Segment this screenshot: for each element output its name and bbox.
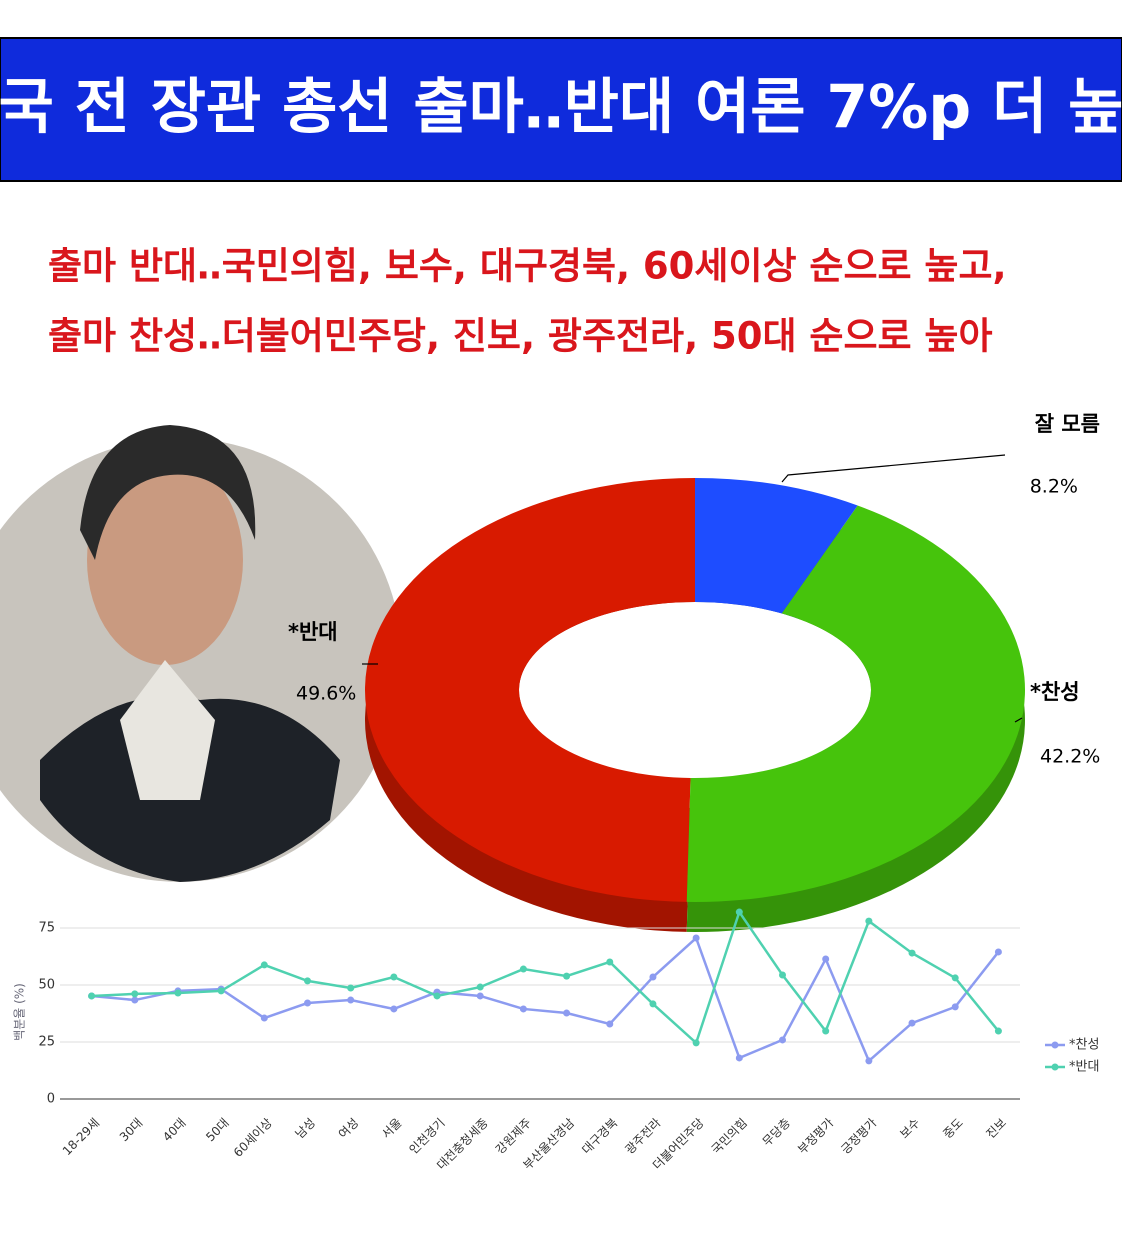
data-point xyxy=(692,934,700,942)
data-point xyxy=(131,996,139,1004)
data-point xyxy=(390,973,398,981)
data-point xyxy=(649,973,657,981)
data-point xyxy=(519,1005,527,1013)
data-point xyxy=(735,1054,743,1062)
leader-line xyxy=(781,454,1006,483)
data-point xyxy=(865,1057,873,1065)
data-point xyxy=(994,948,1002,956)
x-tick-label: 40대 xyxy=(160,1116,189,1145)
x-tick-label: 60세이상 xyxy=(231,1116,275,1160)
data-point xyxy=(951,1003,959,1011)
x-tick-label: 서울 xyxy=(379,1116,405,1142)
segment xyxy=(365,478,695,902)
x-tick-label: 남성 xyxy=(293,1116,319,1142)
data-point xyxy=(88,992,96,1000)
data-point xyxy=(822,955,830,963)
y-tick-label: 50 xyxy=(38,978,55,993)
segment xyxy=(695,478,858,614)
header-title: 조국 전 장관 총선 출마‥반대 여론 7%p 더 높아 xyxy=(0,73,1122,143)
subtitle: 출마 찬성‥더불어민주당, 진보, 광주전라, 50대 순으로 높아 xyxy=(48,315,993,358)
x-tick-label: 국민의힘 xyxy=(709,1116,750,1157)
legend-label: *찬성 xyxy=(1069,1038,1099,1053)
x-tick-label: 광주전라 xyxy=(622,1116,663,1157)
x-tick-label: 대구경북 xyxy=(579,1116,620,1157)
data-point xyxy=(994,1027,1002,1035)
legend-label: *반대 xyxy=(1069,1060,1099,1075)
x-tick-label: 긍정평가 xyxy=(838,1116,879,1157)
leader-line xyxy=(1014,717,1023,723)
data-point xyxy=(908,1019,916,1027)
y-axis-label: 백분율 (%) xyxy=(13,983,27,1041)
data-point xyxy=(347,984,355,992)
data-point xyxy=(304,999,311,1007)
legend-swatch xyxy=(1051,1063,1059,1071)
data-point xyxy=(908,949,916,957)
data-point xyxy=(304,977,311,985)
x-tick-label: 30대 xyxy=(117,1116,146,1145)
data-point xyxy=(951,974,959,982)
data-point xyxy=(822,1027,830,1035)
data-point xyxy=(735,908,743,916)
x-tick-label: 50대 xyxy=(203,1116,232,1145)
donut-hole xyxy=(519,602,871,778)
data-point xyxy=(519,965,527,973)
series-line xyxy=(91,909,1000,1046)
data-point xyxy=(692,1039,700,1047)
plot-area xyxy=(88,908,1002,1065)
x-tick-label: 여성 xyxy=(336,1116,362,1142)
data-point xyxy=(563,972,571,980)
x-tick-label: 진보 xyxy=(983,1116,1009,1142)
y-tick-label: 25 xyxy=(38,1035,55,1050)
data-point xyxy=(563,1009,571,1017)
x-tick-label: 부정평가 xyxy=(795,1116,836,1157)
line-chart: 0 25 50 75 백분율 (%) 18-29세 30대 40대 50대 60세이상 남성 여성 서울… xyxy=(13,908,1099,1172)
segment xyxy=(686,505,1025,903)
data-point xyxy=(390,1005,398,1013)
y-tick-label: 75 xyxy=(38,921,55,936)
data-point xyxy=(476,983,484,991)
data-point xyxy=(131,990,139,998)
value-label: 49.6% xyxy=(296,683,356,705)
value-label: 8.2% xyxy=(1030,476,1078,498)
data-point xyxy=(174,989,182,997)
subtitle: 출마 반대‥국민의힘, 보수, 대구경북, 60세이상 순으로 높고, xyxy=(48,245,1007,288)
y-tick-label: 0 xyxy=(47,1092,55,1107)
data-point xyxy=(260,1014,268,1022)
data-point xyxy=(433,992,441,1000)
segment-label: *반대 xyxy=(288,620,338,644)
x-tick-label: 인천경기 xyxy=(406,1115,448,1157)
segment-label: 잘 모름 xyxy=(1035,412,1100,436)
segment-label: *찬성 xyxy=(1030,680,1080,704)
x-tick-label: 보수 xyxy=(897,1116,923,1142)
data-point xyxy=(476,992,484,1000)
header-banner xyxy=(0,37,1122,182)
donut-chart: *반대 49.6% *찬성 42.2% 잘 모름 8.2% xyxy=(288,412,1100,932)
data-point xyxy=(347,996,355,1004)
value-label: 42.2% xyxy=(1040,746,1100,768)
x-tick-label: 무당층 xyxy=(760,1116,793,1149)
data-point xyxy=(649,1000,657,1008)
data-point xyxy=(865,917,873,925)
data-point xyxy=(779,1036,786,1044)
photo xyxy=(0,425,402,882)
data-point xyxy=(606,1020,614,1028)
legend-swatch xyxy=(1051,1041,1059,1049)
data-point xyxy=(606,958,614,966)
data-point xyxy=(779,971,786,979)
x-tick-label: 강원제주 xyxy=(493,1116,534,1157)
x-tick-label: 중도 xyxy=(940,1116,966,1142)
series-line xyxy=(91,935,1000,1063)
data-point xyxy=(217,987,225,995)
x-tick-label: 18-29세 xyxy=(60,1116,102,1158)
data-point xyxy=(260,961,268,969)
